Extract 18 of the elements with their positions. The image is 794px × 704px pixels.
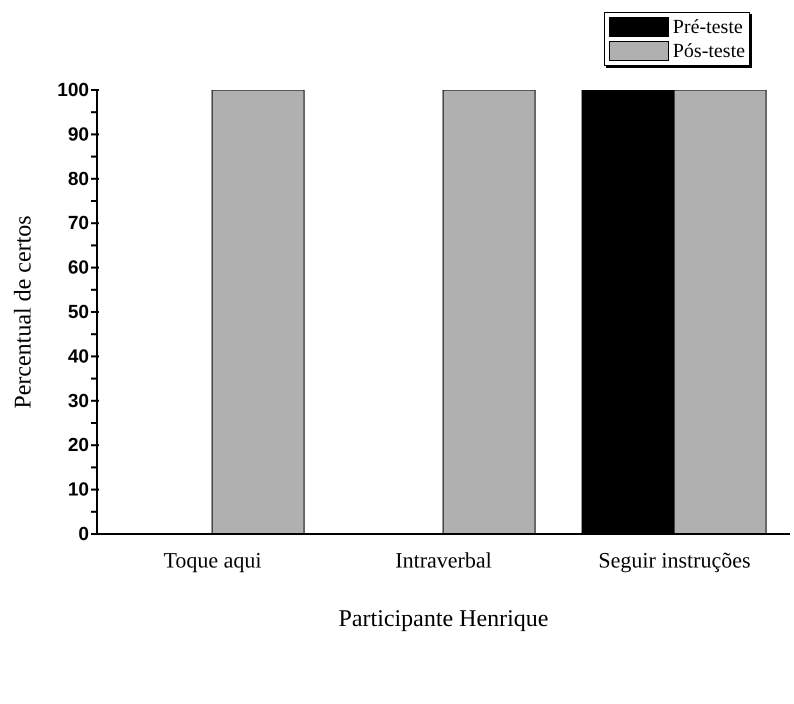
y-tick-label: 50 <box>68 302 89 323</box>
x-tick-label: Seguir instruções <box>598 548 751 573</box>
y-tick-label: 30 <box>68 390 89 412</box>
y-tick-label: 40 <box>68 346 89 368</box>
y-tick-label: 90 <box>68 124 89 146</box>
y-tick-label: 80 <box>68 168 89 190</box>
y-tick-label: 20 <box>68 435 89 456</box>
x-tick-label: Intraverbal <box>395 548 492 573</box>
legend-label: Pré-teste <box>672 15 744 39</box>
x-axis-title: Participante Henrique <box>338 606 548 632</box>
y-axis-title: Percentual de certos <box>10 215 37 409</box>
x-tick-label: Toque aqui <box>163 548 262 573</box>
y-tick-label: 60 <box>68 258 89 279</box>
y-tick-label: 100 <box>57 80 89 101</box>
y-tick-label: 70 <box>68 213 89 234</box>
legend-label: Pós-teste <box>672 39 745 63</box>
y-tick-label: 0 <box>78 524 89 545</box>
y-tick-label: 10 <box>68 480 89 501</box>
